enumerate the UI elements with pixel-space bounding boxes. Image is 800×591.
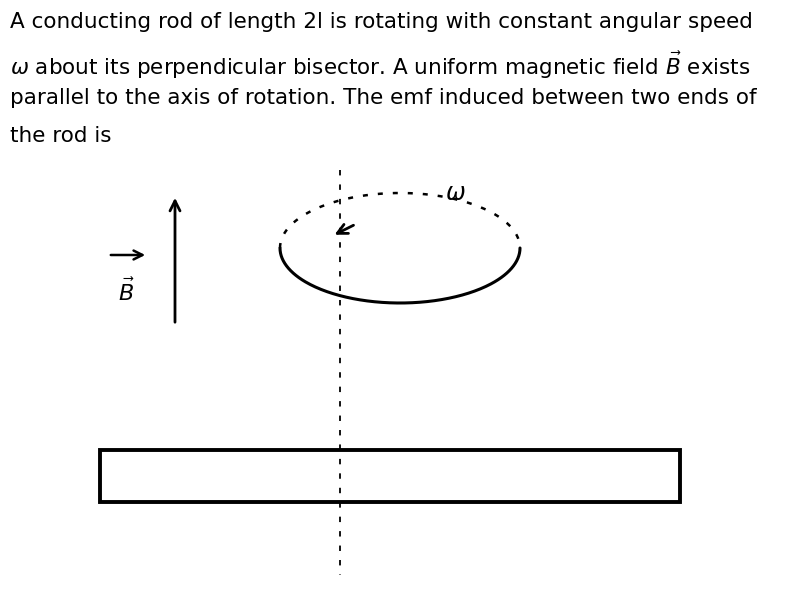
Bar <box>100 450 680 502</box>
Text: parallel to the axis of rotation. The emf induced between two ends of: parallel to the axis of rotation. The em… <box>10 88 757 108</box>
Text: $\vec{B}$: $\vec{B}$ <box>118 278 134 305</box>
Text: the rod is: the rod is <box>10 126 111 146</box>
Text: A conducting rod of length 2l is rotating with constant angular speed: A conducting rod of length 2l is rotatin… <box>10 12 753 32</box>
Text: $\omega$: $\omega$ <box>445 181 466 205</box>
Text: $\omega$ about its perpendicular bisector. A uniform magnetic field $\vec{B}$ ex: $\omega$ about its perpendicular bisecto… <box>10 50 750 81</box>
